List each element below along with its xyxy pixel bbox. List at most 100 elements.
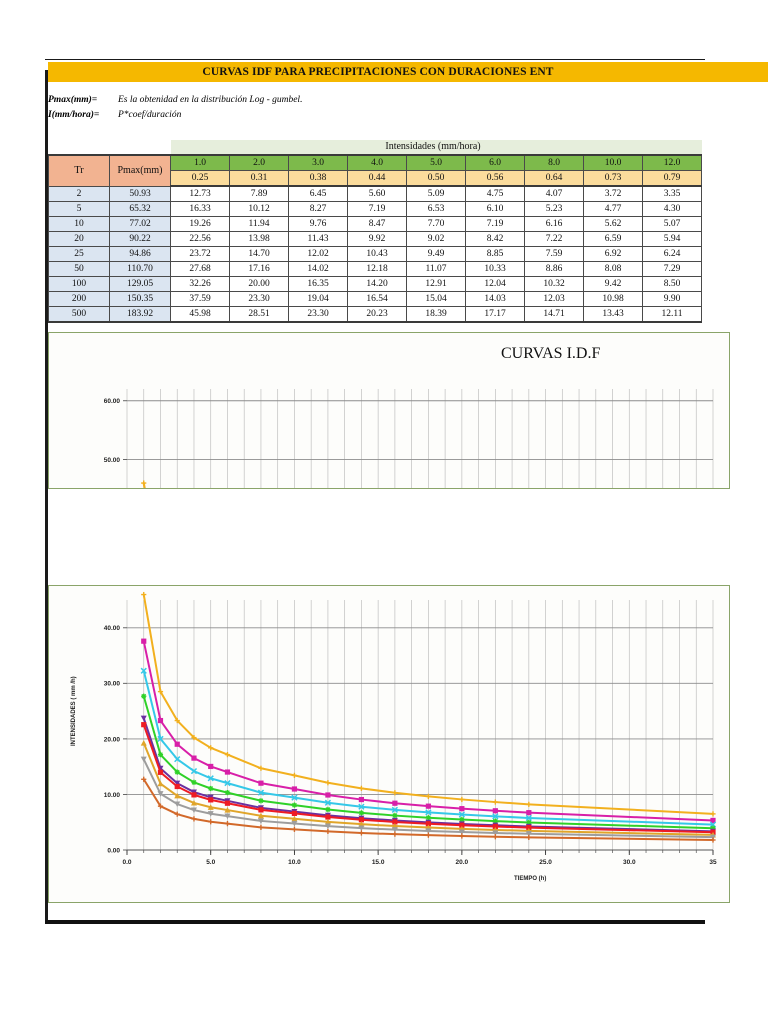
- cell-intensity: 17.17: [465, 306, 525, 323]
- cell-intensity: 5.60: [347, 185, 407, 202]
- table-row: 10 77.02 19.26 11.94 9.76 8.47 7.70 7.19 6.16 5.6…: [48, 216, 702, 232]
- document-title-band: CURVAS IDF PARA PRECIPITACIONES CON DURA…: [48, 62, 768, 82]
- cell-intensity: 9.42: [583, 276, 643, 292]
- cell-intensity: 13.43: [583, 306, 643, 323]
- cell-intensity: 9.76: [288, 216, 348, 232]
- cell-pmax: 183.92: [109, 306, 171, 323]
- chart-bottom-container: 0.00 10.00 20.00 30.00 40.00 0.0 5.0 10.0 15.0 20…: [48, 585, 730, 903]
- cell-intensity: 45.98: [170, 306, 230, 323]
- svg-text:60.00: 60.00: [104, 398, 121, 405]
- cell-intensity: 5.09: [406, 185, 466, 202]
- cell-tr: 25: [48, 246, 110, 262]
- chart-bottom-x-axis-label: TIEMPO (h): [514, 876, 547, 882]
- cell-intensity: 6.10: [465, 201, 525, 217]
- cell-intensity: 27.68: [170, 261, 230, 277]
- cell-intensity: 23.30: [288, 306, 348, 323]
- cell-intensity: 8.50: [642, 276, 702, 292]
- cell-intensity: 11.94: [229, 216, 289, 232]
- cell-tr: 500: [48, 306, 110, 323]
- cell-tr: 200: [48, 291, 110, 307]
- cell-tr: 5: [48, 201, 110, 217]
- cell-tr: 100: [48, 276, 110, 292]
- duration-cell: 1.0: [170, 154, 230, 171]
- cell-intensity: 13.98: [229, 231, 289, 247]
- cell-intensity: 8.85: [465, 246, 525, 262]
- cell-intensity: 6.53: [406, 201, 466, 217]
- cell-intensity: 16.33: [170, 201, 230, 217]
- cell-intensity: 12.11: [642, 306, 702, 323]
- spacer-cell-2: [109, 140, 171, 155]
- duration-cell: 10.0: [583, 154, 643, 171]
- svg-text:35: 35: [709, 859, 717, 866]
- coefficient-cell: 0.79: [642, 170, 702, 187]
- coefficient-cell: 0.64: [524, 170, 584, 187]
- table-row: 20 90.22 22.56 13.98 11.43 9.92 9.02 8.42 7.22 6.…: [48, 231, 702, 247]
- cell-intensity: 5.07: [642, 216, 702, 232]
- table-row: 200 150.35 37.59 23.30 19.04 16.54 15.04 14.03 1…: [48, 291, 702, 307]
- duration-cell: 3.0: [288, 154, 348, 171]
- cell-intensity: 10.32: [524, 276, 584, 292]
- cell-intensity: 9.90: [642, 291, 702, 307]
- svg-text:30.00: 30.00: [104, 681, 121, 688]
- svg-text:0.00: 0.00: [107, 847, 120, 854]
- svg-text:20.0: 20.0: [456, 859, 469, 866]
- cell-intensity: 11.43: [288, 231, 348, 247]
- svg-text:30.0: 30.0: [623, 859, 636, 866]
- cell-intensity: 8.08: [583, 261, 643, 277]
- cell-intensity: 7.22: [524, 231, 584, 247]
- coefficient-cell: 0.73: [583, 170, 643, 187]
- cell-tr: 50: [48, 261, 110, 277]
- svg-text:10.0: 10.0: [288, 859, 301, 866]
- svg-text:20.00: 20.00: [104, 736, 121, 743]
- cell-pmax: 65.32: [109, 201, 171, 217]
- duration-cell: 5.0: [406, 154, 466, 171]
- cell-intensity: 6.16: [524, 216, 584, 232]
- cell-intensity: 37.59: [170, 291, 230, 307]
- cell-intensity: 6.24: [642, 246, 702, 262]
- cell-intensity: 14.02: [288, 261, 348, 277]
- cell-intensity: 6.59: [583, 231, 643, 247]
- svg-text:10.00: 10.00: [104, 792, 121, 799]
- spacer-cell-1: [48, 140, 110, 155]
- duration-cell: 4.0: [347, 154, 407, 171]
- cell-intensity: 4.30: [642, 201, 702, 217]
- cell-intensity: 7.89: [229, 185, 289, 202]
- cell-pmax: 90.22: [109, 231, 171, 247]
- cell-intensity: 9.92: [347, 231, 407, 247]
- svg-text:15.0: 15.0: [372, 859, 385, 866]
- note-key-pmax: Pmax(mm)=: [48, 95, 98, 105]
- coefficient-cell: 0.56: [465, 170, 525, 187]
- chart-top-plot: 60.00 50.00: [104, 389, 714, 488]
- cell-intensity: 14.71: [524, 306, 584, 323]
- duration-cell: 8.0: [524, 154, 584, 171]
- cell-pmax: 50.93: [109, 185, 171, 202]
- cell-intensity: 22.56: [170, 231, 230, 247]
- page-title: CURVAS IDF PARA PRECIPITACIONES CON DURA…: [202, 66, 554, 78]
- coefficient-cell: 0.25: [170, 170, 230, 187]
- chart-top-container: CURVAS I.D.F 60.00 50.00: [48, 332, 730, 489]
- cell-pmax: 129.05: [109, 276, 171, 292]
- sheet-top-rule-thin: [45, 59, 705, 60]
- header-tr: Tr: [48, 154, 110, 187]
- cell-intensity: 5.62: [583, 216, 643, 232]
- table-row: 500 183.92 45.98 28.51 23.30 20.23 18.39 17.17 1…: [48, 306, 702, 323]
- cell-intensity: 17.16: [229, 261, 289, 277]
- cell-intensity: 6.92: [583, 246, 643, 262]
- cell-intensity: 3.72: [583, 185, 643, 202]
- cell-intensity: 12.18: [347, 261, 407, 277]
- table-row: 2 50.93 12.73 7.89 6.45 5.60 5.09 4.75 4.07 3.72 3…: [48, 185, 702, 202]
- cell-intensity: 14.03: [465, 291, 525, 307]
- cell-intensity: 16.54: [347, 291, 407, 307]
- table-row: 50 110.70 27.68 17.16 14.02 12.18 11.07 10.33 8.…: [48, 261, 702, 277]
- header-pmax: Pmax(mm): [109, 154, 171, 187]
- cell-intensity: 7.19: [465, 216, 525, 232]
- svg-text:5.0: 5.0: [206, 859, 215, 866]
- table-coefficient-row: 0.25 0.31 0.38 0.44 0.50 0.56 0.64 0.73 …: [49, 170, 702, 187]
- cell-intensity: 16.35: [288, 276, 348, 292]
- cell-intensity: 28.51: [229, 306, 289, 323]
- note-key-intensity: I(mm/hora)=: [48, 110, 100, 120]
- cell-intensity: 9.49: [406, 246, 466, 262]
- cell-intensity: 6.45: [288, 185, 348, 202]
- cell-intensity: 15.04: [406, 291, 466, 307]
- cell-intensity: 4.75: [465, 185, 525, 202]
